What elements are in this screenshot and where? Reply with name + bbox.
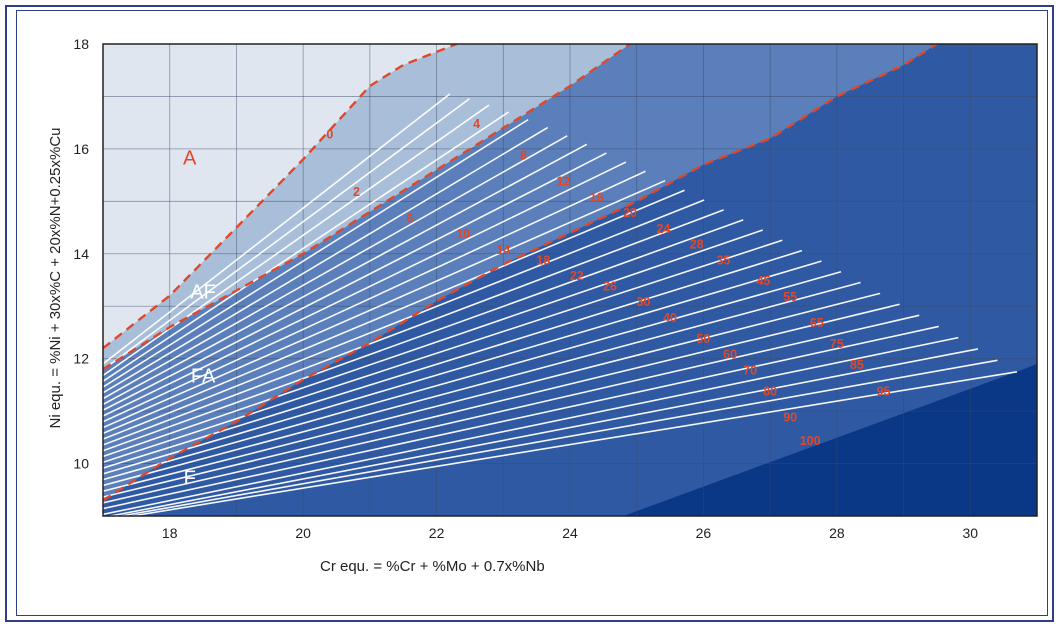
y-axis-title: Ni equ. = %Ni + 30x%C + 20x%N+0.25x%Cu [47,128,64,429]
iso-line-35 [103,229,764,458]
ferrite-number-85: 85 [850,358,864,372]
iso-line-28 [103,209,724,446]
iso-line-75 [103,314,920,504]
iso-line-100 [131,370,1018,516]
plot-border [102,43,1038,517]
region-ferrite-dark [623,363,1037,516]
iso-line-55 [103,271,842,481]
iso-line-26 [103,199,705,440]
ferrite-number-95: 95 [877,384,891,398]
region-labels: A AF FA F [183,148,216,490]
ferrite-number-100: 100 [800,434,821,448]
x-tick-label: 28 [829,525,845,541]
ferrite-number-8: 8 [520,148,527,162]
iso-line-24 [103,189,685,435]
ferrite-number-90: 90 [783,411,797,425]
x-tick-label: 20 [295,525,311,541]
region-label-af: AF [190,281,216,303]
iso-line-0 [103,93,451,365]
iso-line-50 [103,260,822,475]
ferrite-number-55: 55 [783,290,797,304]
iso-line-18 [103,161,627,417]
ferrite-number-50: 50 [696,332,710,346]
x-tick-label: 30 [962,525,978,541]
y-tick-label: 16 [73,141,89,157]
ferrite-number-60: 60 [723,348,737,362]
iso-line-60 [103,281,861,487]
region-label-fa: FA [191,365,216,387]
iso-line-90 [110,348,979,516]
ferrite-number-2: 2 [353,185,360,199]
iso-line-20 [103,170,646,423]
iso-line-16 [103,152,607,411]
boundary-line-3 [103,44,938,502]
x-tick-label: 22 [429,525,445,541]
iso-line-70 [103,303,900,498]
ferrite-number-22: 22 [570,269,584,283]
iso-line-2 [103,98,470,371]
iso-line-85 [103,336,959,516]
ferrite-number-0: 0 [326,127,333,141]
y-tick-label: 14 [73,246,89,262]
iso-line-95 [121,359,998,516]
iso-line-22 [103,179,666,429]
y-tick-label: 12 [73,351,89,367]
phase-boundaries [103,44,938,502]
ferrite-number-28: 28 [690,238,704,252]
x-tick-labels: 18 20 22 24 26 28 30 [162,525,978,541]
iso-line-80 [103,325,939,510]
ferrite-number-80: 80 [763,384,777,398]
ferrite-number-18: 18 [536,253,550,267]
y-tick-label: 18 [73,36,89,52]
ferrite-number-labels: 0246810121416182022242628303540455055606… [326,117,890,448]
region-label-f: F [184,468,196,490]
ferrite-number-70: 70 [743,363,757,377]
chart-frame-inner [16,10,1048,616]
region-label-a: A [183,148,197,170]
iso-line-30 [103,219,744,452]
ferrite-number-6: 6 [406,211,413,225]
ferrite-number-12: 12 [556,175,570,189]
ferrite-number-40: 40 [663,311,677,325]
x-tick-label: 26 [696,525,712,541]
y-tick-labels: 10 12 14 16 18 [73,36,89,472]
ferrite-iso-lines [103,93,1018,516]
x-tick-label: 24 [562,525,578,541]
ferrite-number-14: 14 [496,243,510,257]
ferrite-number-75: 75 [830,337,844,351]
iso-line-4 [103,104,490,377]
ferrite-number-16: 16 [590,190,604,204]
iso-line-40 [103,239,783,464]
ferrite-number-30: 30 [636,295,650,309]
iso-line-8 [103,118,529,388]
iso-line-14 [103,143,588,406]
ferrite-number-45: 45 [757,274,771,288]
ferrite-number-26: 26 [603,279,617,293]
ferrite-number-4: 4 [473,117,480,131]
iso-line-6 [103,111,510,382]
iso-line-65 [103,292,881,492]
ferrite-number-20: 20 [623,206,637,220]
iso-line-10 [103,126,549,394]
ferrite-number-65: 65 [810,316,824,330]
boundary-line-1 [103,44,458,350]
x-axis-title: Cr equ. = %Cr + %Mo + 0.7x%Nb [320,558,545,575]
x-tick-label: 18 [162,525,178,541]
ferrite-number-35: 35 [716,253,730,267]
iso-line-12 [103,135,568,400]
y-tick-label: 10 [73,456,89,472]
ferrite-number-10: 10 [456,227,470,241]
ferrite-number-24: 24 [656,222,670,236]
